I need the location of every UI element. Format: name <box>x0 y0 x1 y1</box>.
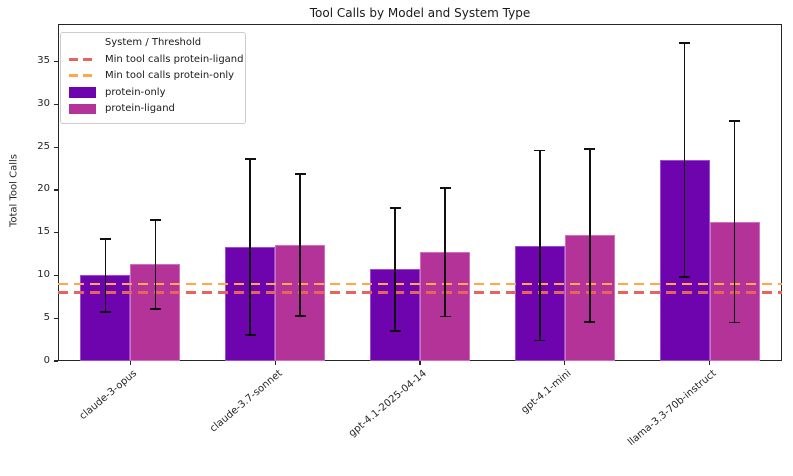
error-bar-protein-only-claude-3-opus <box>104 238 107 313</box>
error-bar-protein-ligand-claude-3.7-sonnet-bottom-cap <box>294 314 306 317</box>
bar-protein-ligand-claude-3-opus <box>130 264 181 361</box>
y-tick-label: 30 <box>37 97 50 109</box>
legend-item-label: Min tool calls protein-ligand <box>105 53 244 65</box>
legend-item-label: Min tool calls protein-only <box>105 70 235 82</box>
legend-item-label: protein-only <box>105 86 166 98</box>
error-bar-protein-ligand-claude-3-opus-bottom-cap <box>149 307 161 310</box>
legend: System / Threshold Min tool calls protei… <box>60 32 246 124</box>
x-tick-mark <box>129 361 131 365</box>
color-patch-swatch-icon <box>69 103 97 114</box>
error-bar-protein-only-claude-3.7-sonnet-top-cap <box>244 158 256 161</box>
color-patch-swatch-icon <box>69 87 97 98</box>
error-bar-protein-only-llama-3.3-70b-instruct-bottom-cap <box>679 276 691 279</box>
legend-item-label: protein-ligand <box>105 103 175 115</box>
legend-item-protein-only: protein-only <box>69 84 237 101</box>
error-bar-protein-only-gpt-4.1-mini-top-cap <box>534 149 546 152</box>
y-tick-mark <box>53 360 58 362</box>
threshold-line-min-tool-calls-protein-only <box>58 282 782 286</box>
y-tick-mark <box>53 317 58 319</box>
error-bar-protein-ligand-gpt-4.1-mini-bottom-cap <box>584 320 596 323</box>
error-bar-protein-ligand-llama-3.3-70b-instruct <box>733 120 736 323</box>
x-tick-mark <box>419 361 421 365</box>
y-tick-label: 15 <box>37 226 50 238</box>
error-bar-protein-ligand-claude-3-opus-top-cap <box>149 218 161 221</box>
error-bar-protein-ligand-gpt-4.1-mini-top-cap <box>584 147 596 150</box>
y-tick-label: 25 <box>37 140 50 152</box>
error-bar-protein-only-gpt-4.1-2025-04-14 <box>394 207 396 332</box>
error-bar-protein-only-gpt-4.1-2025-04-14-top-cap <box>389 206 401 209</box>
error-bar-protein-only-gpt-4.1-2025-04-14-bottom-cap <box>389 330 401 332</box>
error-bar-protein-only-claude-3.7-sonnet <box>249 159 252 336</box>
y-tick-mark <box>53 146 58 148</box>
x-tick-mark <box>709 361 711 365</box>
threshold-line-min-tool-calls-protein-ligand <box>58 291 782 294</box>
y-tick-label: 5 <box>43 311 50 323</box>
error-bar-protein-only-llama-3.3-70b-instruct-top-cap <box>679 41 691 44</box>
x-tick-label-gpt-4.1-mini: gpt-4.1-mini <box>519 368 574 416</box>
y-tick-mark <box>53 103 58 105</box>
legend-item-min-tool-calls-protein-only: Min tool calls protein-only <box>69 68 237 85</box>
error-bar-protein-ligand-gpt-4.1-2025-04-14-top-cap <box>439 187 451 190</box>
y-tick-mark <box>53 189 58 191</box>
y-tick-label: 0 <box>43 354 50 366</box>
error-bar-protein-ligand-llama-3.3-70b-instruct-top-cap <box>729 119 741 122</box>
error-bar-protein-only-claude-3-opus-top-cap <box>99 237 111 240</box>
chart-title: Tool Calls by Model and System Type <box>309 6 531 20</box>
x-tick-label-llama-3.3-70b-instruct: llama-3.3-70b-instruct <box>626 368 719 449</box>
y-tick-label: 10 <box>37 268 50 280</box>
error-bar-protein-only-claude-3-opus-bottom-cap <box>99 311 111 314</box>
legend-item-min-tool-calls-protein-ligand: Min tool calls protein-ligand <box>69 51 243 68</box>
x-tick-mark <box>564 361 566 365</box>
x-tick-label-gpt-4.1-2025-04-14: gpt-4.1-2025-04-14 <box>347 368 430 440</box>
y-tick-mark <box>53 61 58 63</box>
error-bar-protein-only-claude-3.7-sonnet-bottom-cap <box>244 334 256 337</box>
x-tick-label-claude-3.7-sonnet: claude-3.7-sonnet <box>207 368 285 435</box>
error-bar-protein-ligand-gpt-4.1-2025-04-14-bottom-cap <box>439 315 451 318</box>
error-bar-protein-ligand-llama-3.3-70b-instruct-bottom-cap <box>729 321 741 324</box>
error-bar-protein-ligand-claude-3.7-sonnet <box>299 173 302 316</box>
dashed-line-swatch-icon <box>69 74 97 78</box>
error-bar-protein-ligand-claude-3-opus <box>154 219 157 309</box>
error-bar-protein-ligand-claude-3.7-sonnet-top-cap <box>294 172 306 175</box>
error-bar-protein-only-gpt-4.1-mini <box>538 150 541 341</box>
error-bar-protein-only-gpt-4.1-mini-bottom-cap <box>534 339 546 342</box>
y-tick-label: 20 <box>37 183 50 195</box>
legend-item-protein-ligand: protein-ligand <box>69 101 237 118</box>
x-tick-label-claude-3-opus: claude-3-opus <box>77 368 140 423</box>
error-bar-protein-only-llama-3.3-70b-instruct <box>683 42 686 278</box>
y-tick-mark <box>53 274 58 277</box>
y-tick-label: 35 <box>37 55 50 67</box>
error-bar-protein-ligand-gpt-4.1-mini <box>588 148 591 322</box>
error-bar-protein-ligand-gpt-4.1-2025-04-14 <box>444 188 446 317</box>
legend-title: System / Threshold <box>104 37 202 48</box>
dashed-line-swatch-icon <box>69 57 97 61</box>
y-tick-mark <box>53 232 58 234</box>
x-tick-mark <box>274 361 276 365</box>
